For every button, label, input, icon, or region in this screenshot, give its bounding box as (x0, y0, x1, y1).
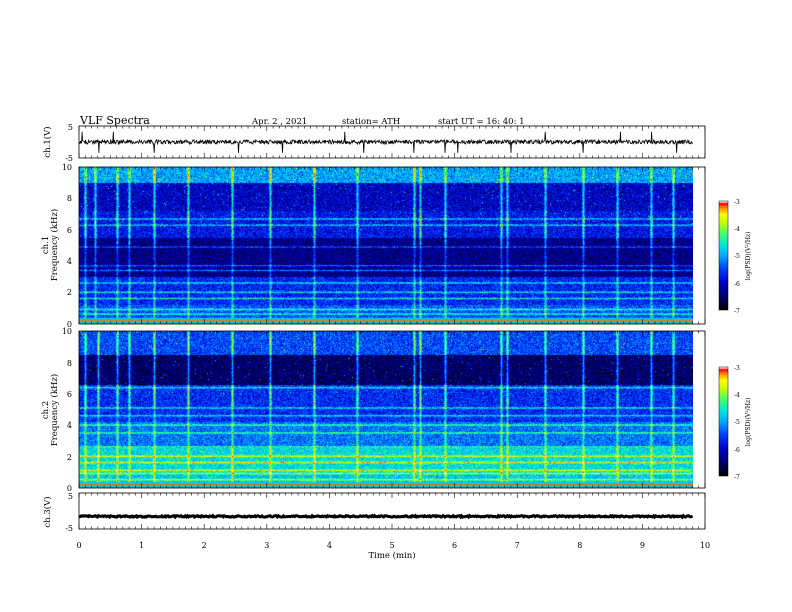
ch3-waveform-ylabel: ch.3(V) (42, 496, 53, 527)
ch1-colorbar-label: log(PSD)(V²/Hz) (745, 232, 752, 281)
ch2-cb-tick--3: -3 (734, 365, 740, 372)
ch2-ytick-0: 0 (67, 484, 72, 493)
ch2-cb-tick--6: -6 (734, 447, 740, 454)
time-tick-label: 0 (76, 541, 81, 550)
ch1-colorbar: -3 -4 -5 -6 -7 log(PSD)(V²/Hz) (718, 199, 752, 315)
ch1-waveform-line (78, 131, 693, 153)
time-xlabel: Time (min) (368, 550, 415, 561)
time-axis-ticks: 0 1 2 3 4 5 6 7 8 9 10 (76, 126, 710, 550)
figure-title: VLF Spectra (79, 114, 150, 127)
ch2-ytick-8: 8 (67, 359, 72, 368)
ch2-frequency-ylabel: Frequency (kHz) (49, 374, 60, 446)
ch1-colorbar-gradient (719, 201, 728, 310)
ch1-ytick-0: 0 (67, 320, 72, 329)
time-tick-label: 5 (389, 541, 394, 550)
ch2-spectrogram-image (79, 331, 693, 488)
ch1-ytick-bottom: -5 (65, 154, 73, 163)
ch1-spectrogram-ylabel: ch.1 (41, 236, 51, 254)
time-tick-label: 7 (515, 541, 520, 550)
ch3-ytick-bottom: -5 (65, 524, 73, 533)
ch1-cb-tick--5: -5 (734, 253, 740, 260)
ch3-waveform-line (78, 513, 694, 520)
ch2-spectrogram-ylabel: ch.2 (41, 401, 51, 419)
ch1-spectrogram-panel: 10 6 8 4 2 0 ch.1 Frequency (kHz) (41, 163, 706, 329)
ch3-waveform-frame (78, 492, 706, 530)
ch1-ytick-top: 5 (68, 123, 73, 132)
time-tick-label: 3 (264, 541, 269, 550)
ch1-ytick-6: 6 (67, 226, 72, 235)
ch1-ytick-4: 4 (67, 257, 72, 266)
ch1-ytick-10: 10 (62, 163, 72, 172)
header-start-time: start UT = 16: 40: 1 (438, 117, 525, 127)
ch2-ytick-6: 6 (67, 390, 72, 399)
ch3-ytick-top: 5 (68, 492, 73, 501)
ch2-colorbar: -3 -4 -5 -6 -7 log(PSD)(V²/Hz) (718, 365, 752, 481)
ch2-colorbar-label: log(PSD)(V²/Hz) (745, 398, 752, 447)
header-date: Apr. 2 , 2021 (251, 117, 307, 127)
ch1-waveform-ylabel: ch.1(V) (42, 126, 53, 157)
time-tick-label: 8 (577, 541, 582, 550)
ch1-cb-tick--4: -4 (734, 226, 740, 233)
time-tick-label: 2 (202, 541, 207, 550)
ch1-ytick-8: 8 (67, 194, 72, 203)
ch2-cb-tick--5: -5 (734, 419, 740, 426)
ch1-spectrogram-image (79, 167, 693, 324)
ch2-ytick-10: 10 (62, 327, 72, 336)
ch2-cb-tick--4: -4 (734, 392, 740, 399)
time-tick-label: 4 (327, 541, 332, 550)
ch2-spectrogram-panel: 10 8 6 4 2 0 ch.2 Frequency (kHz) (41, 327, 706, 493)
time-tick-label: 10 (700, 541, 710, 550)
ch2-ytick-4: 4 (67, 421, 72, 430)
ch1-ytick-2: 2 (67, 288, 72, 297)
time-tick-label: 6 (452, 541, 457, 550)
ch2-ytick-2: 2 (67, 453, 72, 462)
time-tick-label: 9 (640, 541, 645, 550)
ch2-colorbar-gradient (719, 367, 728, 476)
header-station: station= ATH (342, 117, 400, 127)
ch1-cb-tick--6: -6 (734, 281, 740, 288)
ch1-cb-tick--3: -3 (734, 199, 740, 206)
ch1-cb-tick--7: -7 (734, 308, 740, 315)
ch1-colorbar-frame (718, 200, 729, 311)
ch2-colorbar-frame (718, 366, 729, 477)
time-tick-label: 1 (139, 541, 144, 550)
ch2-cb-tick--7: -7 (734, 474, 740, 481)
ch1-frequency-ylabel: Frequency (kHz) (49, 209, 60, 281)
